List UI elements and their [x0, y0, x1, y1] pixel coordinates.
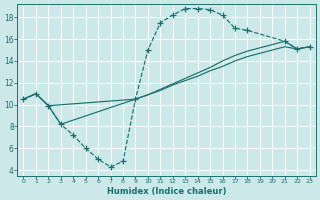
X-axis label: Humidex (Indice chaleur): Humidex (Indice chaleur) [107, 187, 226, 196]
